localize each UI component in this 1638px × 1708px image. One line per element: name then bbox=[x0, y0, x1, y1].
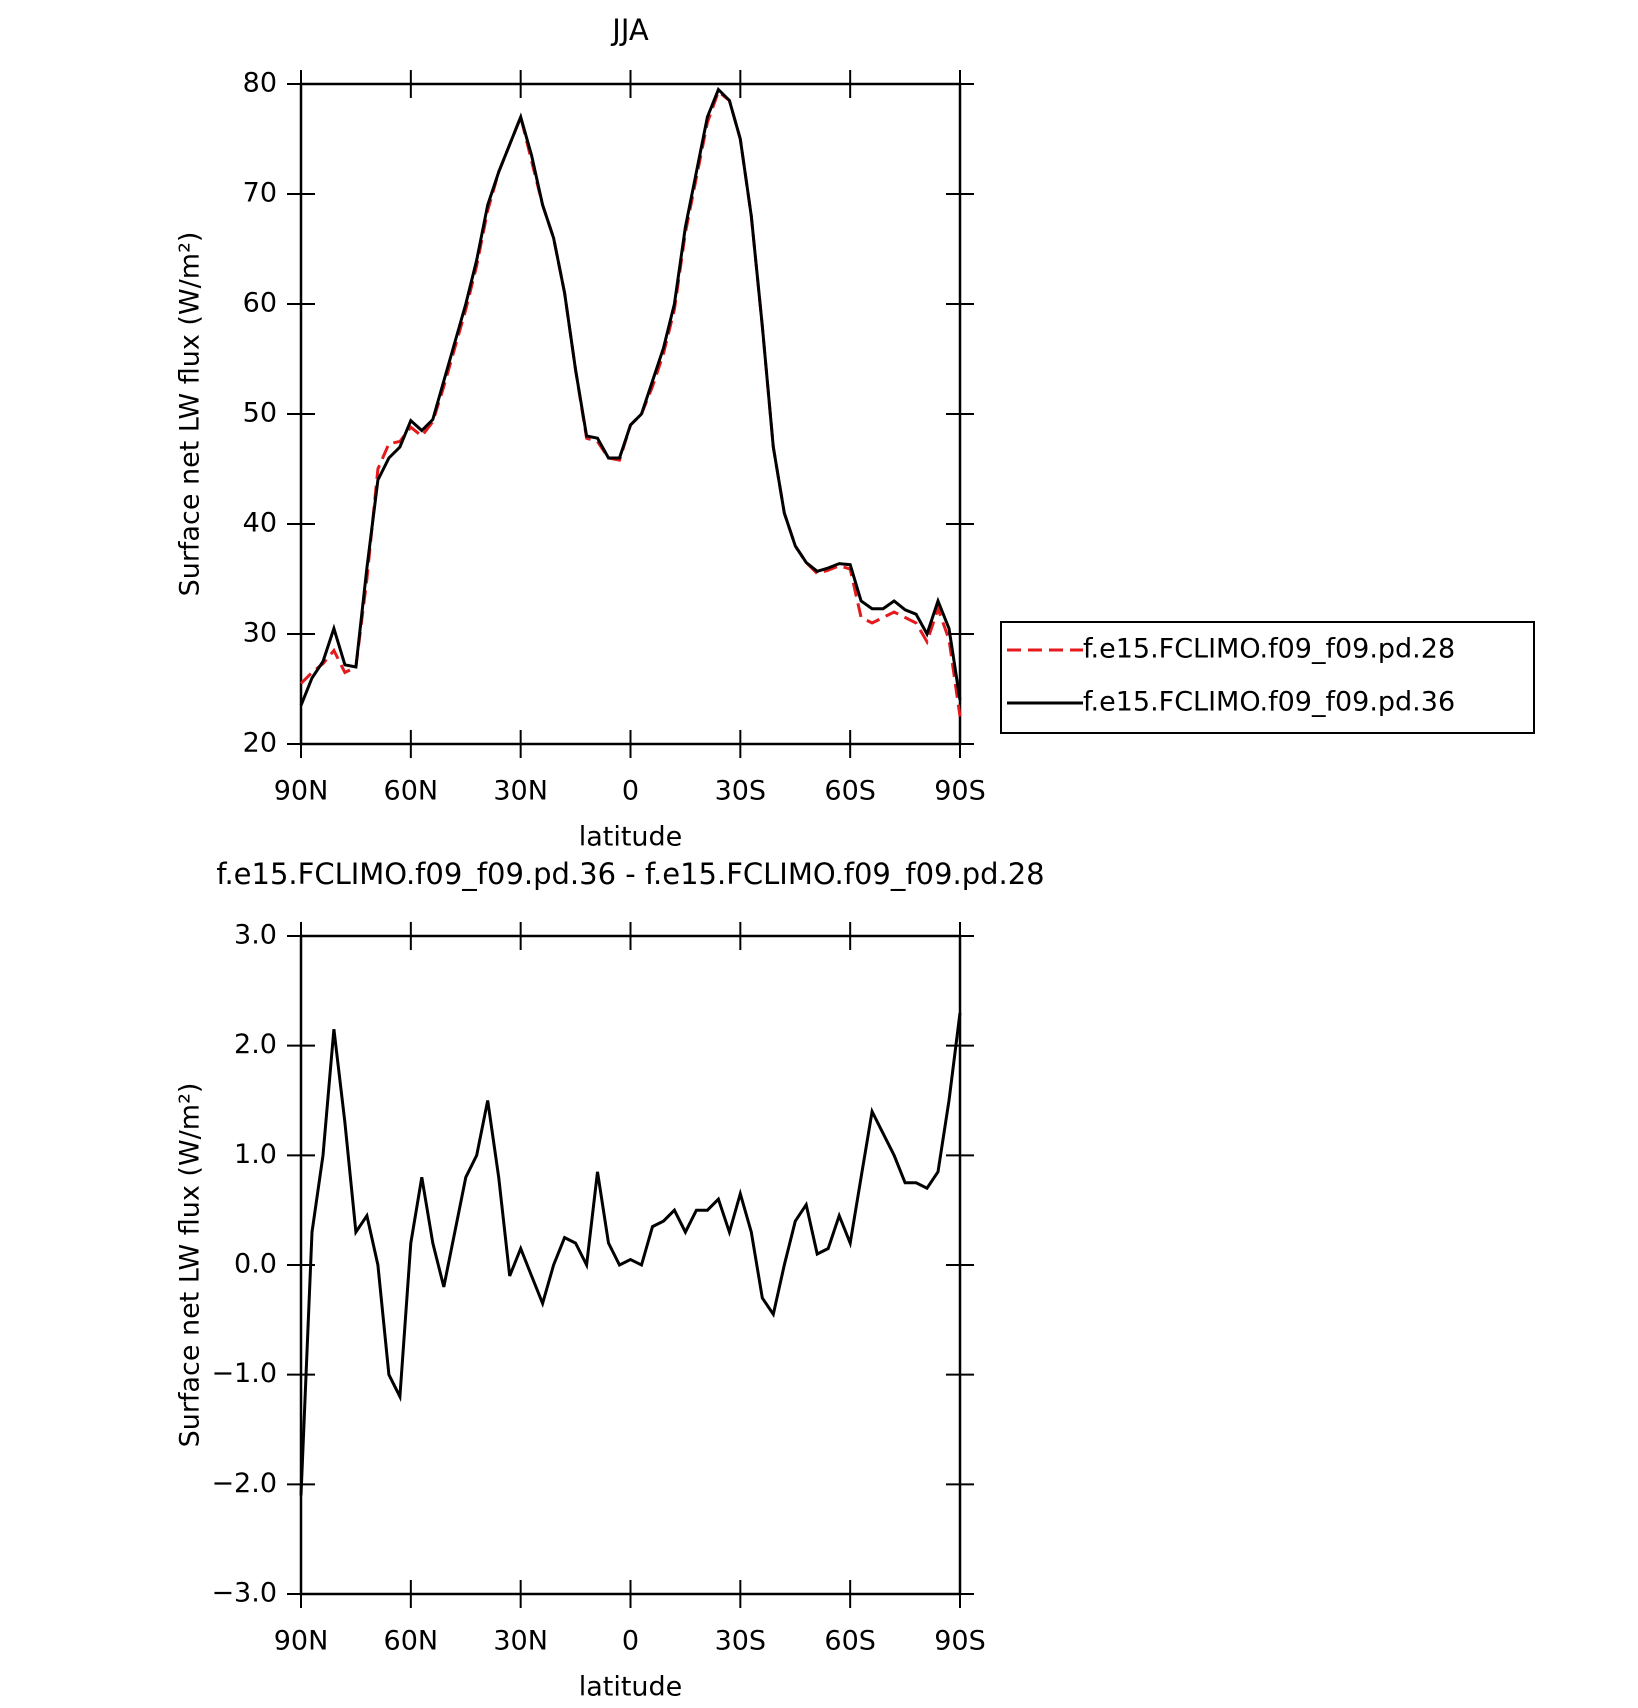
y-tick-label: 0.0 bbox=[234, 1249, 277, 1280]
y-tick-label: −2.0 bbox=[211, 1468, 277, 1499]
y-tick-label: 2.0 bbox=[234, 1029, 277, 1060]
legend-label: f.e15.FCLIMO.f09_f09.pd.36 bbox=[1083, 687, 1455, 718]
x-tick-label: 30S bbox=[715, 1626, 767, 1657]
y-tick-label: −1.0 bbox=[211, 1358, 277, 1389]
data-line bbox=[299, 89, 962, 717]
x-tick-label: 90S bbox=[934, 1626, 986, 1657]
y-tick-label: 3.0 bbox=[234, 920, 277, 951]
legend-label: f.e15.FCLIMO.f09_f09.pd.28 bbox=[1083, 634, 1455, 665]
x-tick-label: 30N bbox=[493, 1626, 548, 1657]
plot-frame bbox=[299, 82, 962, 746]
plot-frame bbox=[299, 934, 962, 1596]
y-tick-label: 30 bbox=[243, 618, 277, 649]
x-tick-label: 30S bbox=[715, 776, 767, 807]
y-tick-label: 50 bbox=[243, 398, 277, 429]
y-tick-label: 60 bbox=[243, 288, 277, 319]
x-tick-label: 60N bbox=[384, 1626, 439, 1657]
data-line bbox=[299, 86, 962, 707]
y-tick-label: 1.0 bbox=[234, 1139, 277, 1170]
y-tick-label: 80 bbox=[243, 68, 277, 99]
x-tick-label: 60S bbox=[824, 776, 876, 807]
x-axis-label: latitude bbox=[579, 1672, 683, 1703]
y-axis-label: Surface net LW flux (W/m²) bbox=[175, 1083, 206, 1448]
y-tick-label: 20 bbox=[243, 728, 277, 759]
x-tick-label: 60S bbox=[824, 1626, 876, 1657]
x-tick-label: 90N bbox=[274, 1626, 329, 1657]
x-axis-label: latitude bbox=[579, 822, 683, 853]
x-tick-label: 90S bbox=[934, 776, 986, 807]
chart-title: JJA bbox=[610, 13, 649, 47]
x-tick-label: 60N bbox=[384, 776, 439, 807]
x-tick-label: 0 bbox=[622, 1626, 639, 1657]
x-tick-label: 90N bbox=[274, 776, 329, 807]
chart-title: f.e15.FCLIMO.f09_f09.pd.36 - f.e15.FCLIM… bbox=[216, 857, 1044, 891]
y-tick-label: 40 bbox=[243, 508, 277, 539]
y-axis-label: Surface net LW flux (W/m²) bbox=[175, 232, 206, 597]
y-tick-label: 70 bbox=[243, 178, 277, 209]
x-tick-label: 0 bbox=[622, 776, 639, 807]
data-line bbox=[299, 1012, 962, 1496]
x-tick-label: 30N bbox=[493, 776, 548, 807]
y-tick-label: −3.0 bbox=[211, 1578, 277, 1609]
legend-box bbox=[1000, 621, 1535, 734]
